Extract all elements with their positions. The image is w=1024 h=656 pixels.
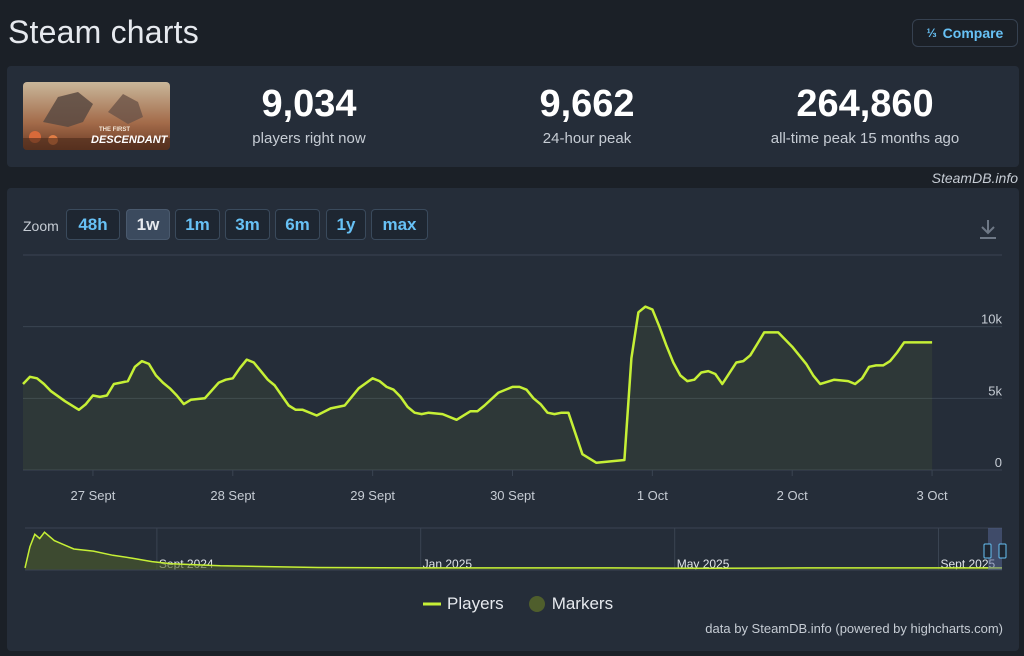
legend-item-players[interactable]: Players [423,594,504,614]
x-tick-label: 30 Sept [490,488,535,503]
zoom-button-1m[interactable]: 1m [175,209,220,240]
chart-panel: Zoom 48h 1w 1m 3m 6m 1y max 0 5k 10k 27 Sept 28 Se… [7,188,1019,651]
nav-area [25,532,1002,570]
game-art-icon: THE FIRST DESCENDANT [23,82,170,150]
zoom-button-1y[interactable]: 1y [326,209,366,240]
stat-all-time-peak: 264,860 all-time peak 15 months ago [755,82,975,147]
compare-label: Compare [942,25,1004,41]
zoom-button-max[interactable]: max [371,209,428,240]
players-now-value: 9,034 [261,83,357,125]
nav-selection-window[interactable] [988,528,1002,570]
circle-swatch-icon [528,596,545,612]
all-time-peak-label: all-time peak 15 months ago [770,130,960,147]
game-thumbnail[interactable]: THE FIRST DESCENDANT [23,82,170,150]
page-title: Steam charts [8,14,199,50]
legend-item-markers[interactable]: Markers [528,594,613,614]
chart-credits[interactable]: data by SteamDB.info (powered by highcha… [705,621,1003,636]
nav-handle-icon[interactable] [998,543,1007,559]
y-tick-label: 10k [981,312,1002,327]
game-logo-line-1: THE FIRST [99,127,130,133]
x-tick-label: 28 Sept [210,488,255,503]
legend: Players Markers [423,594,613,614]
fraction-icon: ⅓ [926,26,937,40]
players-series-line[interactable] [22,305,933,465]
game-logo-line-2: DESCENDANT [91,134,169,146]
download-icon[interactable] [977,217,999,241]
nav-series-line [24,531,1002,570]
peak-24h-label: 24-hour peak [542,130,632,147]
players-now-label: players right now [252,130,366,147]
stats-panel: THE FIRST DESCENDANT 9,034 players right… [7,66,1019,167]
zoom-button-48h[interactable]: 48h [66,209,120,240]
zoom-button-3m[interactable]: 3m [225,209,270,240]
peak-24h-value: 9,662 [539,83,635,125]
zoom-label: Zoom [23,218,59,234]
x-tick-label: 1 Oct [637,488,668,503]
line-swatch-icon [423,602,441,606]
all-time-peak-value: 264,860 [796,83,934,125]
players-area [23,306,933,470]
navigator-chart[interactable]: Sept 2024 Jan 2025 May 2025 Sept 2025 [7,526,1019,576]
y-tick-label: 0 [995,455,1002,470]
main-chart[interactable]: 0 5k 10k 27 Sept 28 Sept 29 Sept 30 Sept 1 Oct 2… [7,248,1019,568]
x-tick-label: 27 Sept [71,488,116,503]
legend-players-label: Players [447,594,504,613]
x-tick-label: 29 Sept [350,488,395,503]
stat-players-now: 9,034 players right now [239,82,379,147]
zoom-button-6m[interactable]: 6m [275,209,320,240]
compare-button[interactable]: ⅓ Compare [912,19,1018,47]
x-tick-label: 3 Oct [917,488,948,503]
x-tick-label: 2 Oct [777,488,808,503]
zoom-button-1w[interactable]: 1w [126,209,170,240]
stat-24h-peak: 9,662 24-hour peak [517,82,657,147]
steamdb-attribution[interactable]: SteamDB.info [931,170,1018,186]
nav-handle-icon[interactable] [983,543,992,559]
y-tick-label: 5k [988,383,1002,398]
legend-markers-label: Markers [551,594,614,613]
